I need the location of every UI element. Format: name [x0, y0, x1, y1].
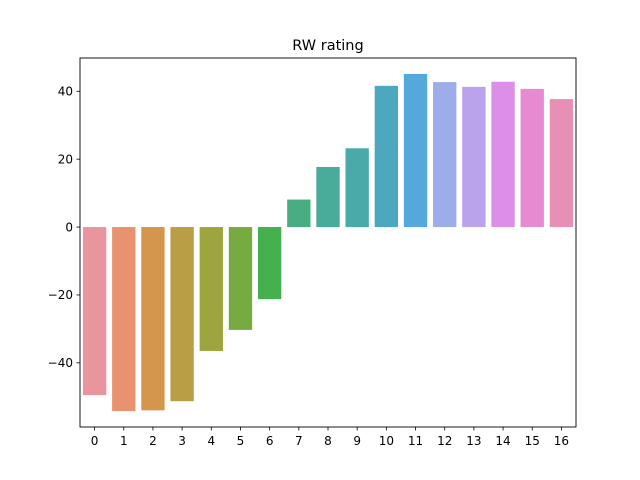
x-tick-label: 1 — [120, 434, 128, 448]
x-tick-label: 0 — [91, 434, 99, 448]
bar-9 — [345, 148, 369, 228]
y-tick-label: −40 — [48, 356, 73, 370]
x-tick-label: 13 — [466, 434, 481, 448]
bar-2 — [141, 227, 165, 411]
bar-4 — [199, 227, 223, 351]
x-tick-label: 7 — [295, 434, 303, 448]
bar-8 — [316, 166, 340, 228]
x-tick-label: 5 — [237, 434, 245, 448]
bar-12 — [433, 82, 457, 228]
y-tick-label: −20 — [48, 288, 73, 302]
bar-14 — [491, 81, 515, 228]
bar-11 — [403, 73, 428, 228]
x-tick-label: 3 — [178, 434, 186, 448]
x-tick-label: 4 — [207, 434, 215, 448]
bar-6 — [257, 227, 282, 300]
y-tick-label: 40 — [58, 84, 73, 98]
bar-0 — [82, 227, 107, 396]
y-tick-label: 20 — [58, 152, 73, 166]
x-tick-label: 2 — [149, 434, 157, 448]
x-tick-label: 8 — [324, 434, 332, 448]
x-tick-label: 6 — [266, 434, 274, 448]
y-tick-label: 0 — [65, 220, 73, 234]
x-tick-label: 14 — [495, 434, 510, 448]
bar-16 — [549, 99, 574, 228]
y-axis: −40 −20 0 20 40 — [48, 84, 80, 370]
bar-7 — [287, 199, 311, 228]
x-tick-label: 15 — [525, 434, 540, 448]
bar-10 — [374, 85, 399, 228]
plot-frame — [79, 57, 577, 428]
bar-3 — [170, 227, 194, 402]
x-tick-label: 11 — [408, 434, 423, 448]
bar-13 — [462, 86, 486, 228]
x-tick-label: 12 — [437, 434, 452, 448]
bar-15 — [520, 88, 544, 228]
x-axis: 0 1 2 3 4 5 6 7 8 9 10 11 12 13 14 15 16 — [91, 427, 569, 448]
x-tick-label: 16 — [554, 434, 569, 448]
bars-group — [82, 73, 574, 412]
chart-title: RW rating — [292, 38, 363, 54]
bar-5 — [228, 227, 253, 330]
bar-1 — [112, 227, 136, 412]
x-tick-label: 9 — [353, 434, 361, 448]
x-tick-label: 10 — [379, 434, 394, 448]
